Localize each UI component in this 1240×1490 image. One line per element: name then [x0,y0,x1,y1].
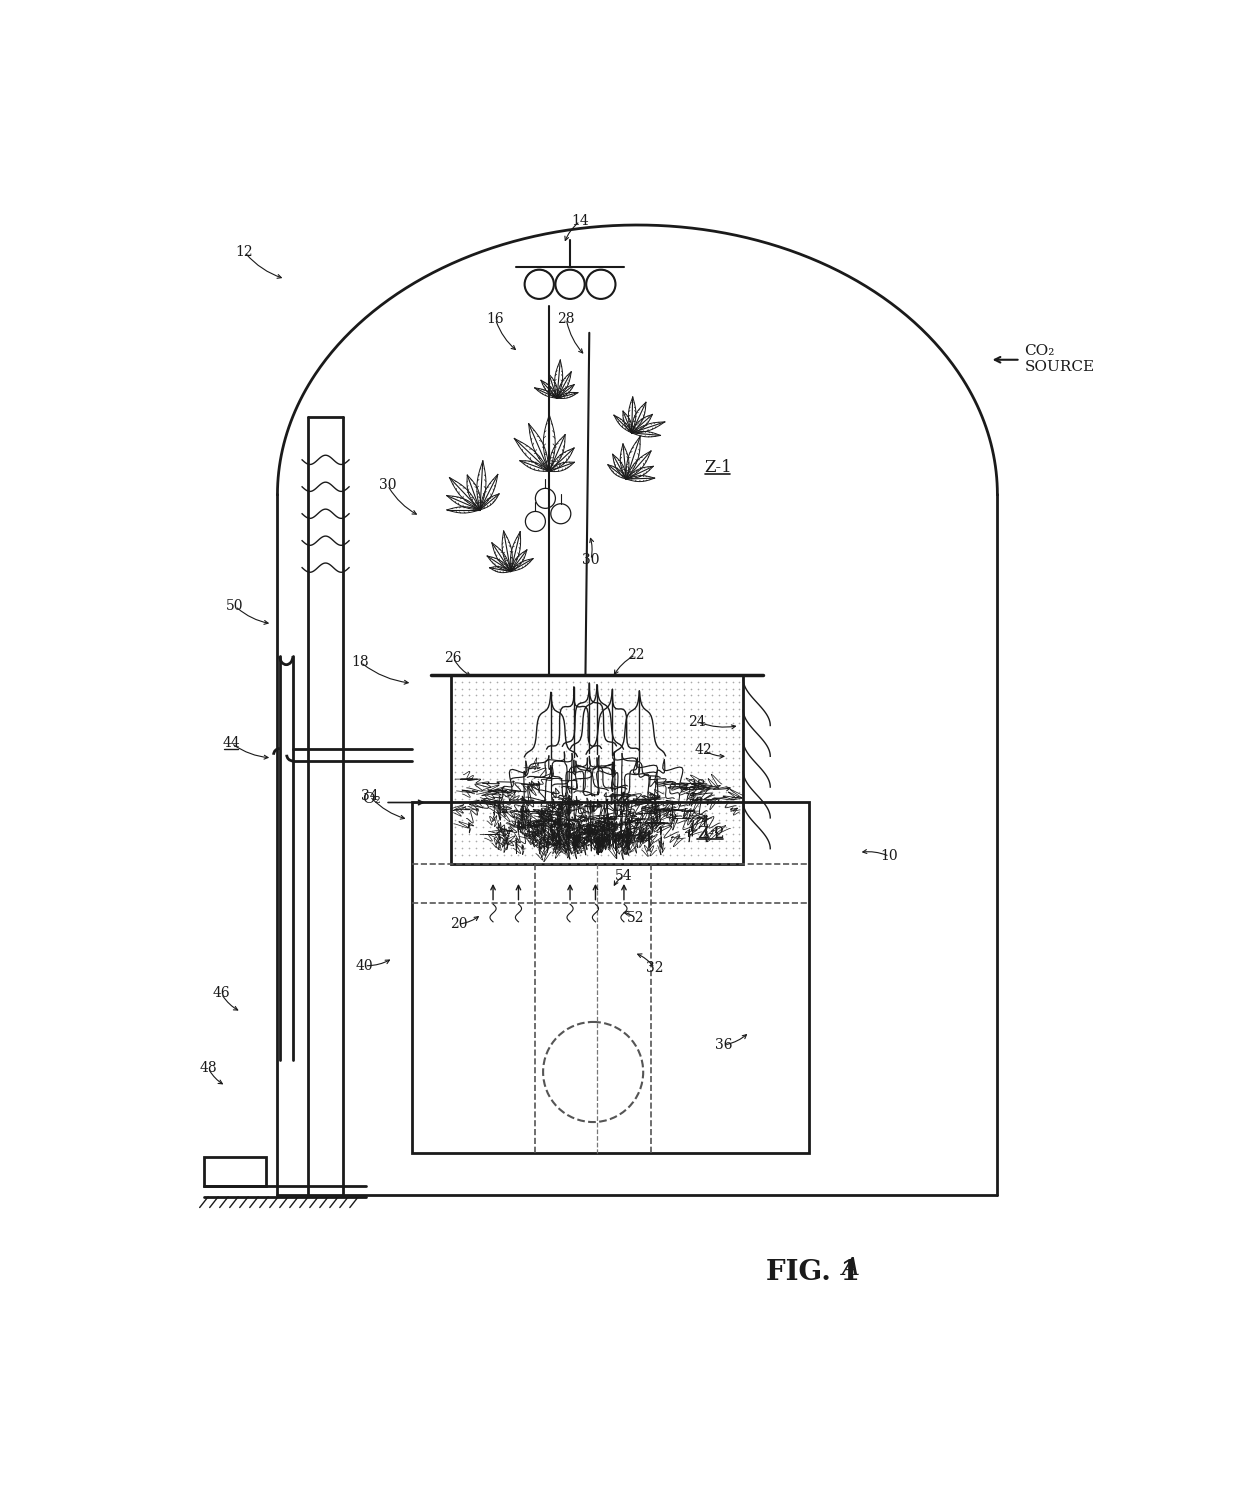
Text: 26: 26 [444,651,461,665]
Text: SOURCE: SOURCE [1024,361,1095,374]
Text: 44: 44 [222,736,241,749]
Text: FIG. 1: FIG. 1 [766,1259,861,1286]
Text: 48: 48 [200,1061,217,1076]
Text: 54: 54 [615,869,632,882]
Bar [412,803,808,1153]
Text: 50: 50 [227,599,244,614]
Text: O₂: O₂ [362,791,381,806]
Text: Z-2: Z-2 [697,825,725,842]
Text: 32: 32 [646,961,663,974]
Text: 40: 40 [356,958,373,973]
Text: 20: 20 [450,918,467,931]
Text: CO₂: CO₂ [1024,344,1055,358]
Text: 30: 30 [378,478,397,492]
Text: 22: 22 [626,648,645,662]
Text: 42: 42 [694,744,712,757]
Bar [450,675,743,864]
Text: 52: 52 [626,910,645,925]
Text: 28: 28 [558,311,575,326]
Text: Z-1: Z-1 [704,459,733,475]
Text: 18: 18 [352,656,370,669]
Text: 14: 14 [572,215,589,228]
Text: 12: 12 [236,244,253,259]
Text: 46: 46 [212,986,231,1000]
Text: 34: 34 [361,790,378,803]
Text: 38: 38 [688,779,706,793]
Bar [205,1156,265,1186]
Text: 36: 36 [715,1039,733,1052]
Text: A: A [842,1258,859,1280]
Text: 24: 24 [688,715,706,729]
Text: 16: 16 [486,311,505,326]
Text: 30: 30 [582,553,600,568]
Text: 10: 10 [880,849,899,863]
